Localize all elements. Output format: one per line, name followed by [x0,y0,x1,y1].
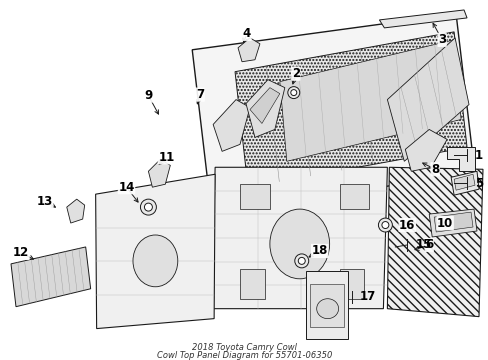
Polygon shape [238,38,260,62]
Bar [240,184,269,209]
Ellipse shape [133,235,178,287]
Text: 12: 12 [13,246,29,260]
Ellipse shape [316,299,338,319]
Polygon shape [235,32,466,187]
Polygon shape [450,171,478,195]
Text: 10: 10 [436,217,452,230]
Text: 1: 1 [474,149,482,162]
Circle shape [381,221,388,229]
Polygon shape [379,10,466,28]
Text: 9: 9 [144,89,152,102]
Circle shape [287,87,299,99]
Circle shape [294,254,308,268]
Bar [339,269,364,299]
Text: 6: 6 [424,238,432,251]
Text: 16: 16 [398,219,415,231]
Text: 2018 Toyota Camry Cowl: 2018 Toyota Camry Cowl [192,343,296,352]
Circle shape [144,203,152,211]
Polygon shape [67,199,84,223]
Polygon shape [386,38,468,161]
Ellipse shape [269,209,329,279]
Text: 15: 15 [414,238,431,251]
Polygon shape [213,100,249,151]
Bar [240,269,264,299]
Text: 14: 14 [118,181,134,194]
Text: 13: 13 [37,195,53,208]
Text: Cowl Top Panel Diagram for 55701-06350: Cowl Top Panel Diagram for 55701-06350 [157,351,331,360]
Polygon shape [279,40,460,161]
Polygon shape [405,130,446,171]
Polygon shape [245,80,284,138]
Polygon shape [428,209,476,237]
Polygon shape [96,174,215,329]
Text: 7: 7 [196,88,204,101]
Bar [339,184,369,209]
Polygon shape [446,147,474,171]
Text: 8: 8 [430,163,438,176]
Polygon shape [192,14,474,210]
Text: 5: 5 [474,177,482,190]
Polygon shape [249,87,279,123]
Polygon shape [148,159,170,187]
Text: 2: 2 [291,67,299,80]
Polygon shape [305,271,347,338]
Polygon shape [11,247,90,307]
Circle shape [140,199,156,215]
Text: 17: 17 [359,290,375,303]
Polygon shape [433,212,472,232]
Circle shape [378,218,391,232]
Text: 3: 3 [437,33,446,46]
Polygon shape [309,284,343,327]
Text: 11: 11 [158,151,174,164]
Polygon shape [386,167,482,317]
Polygon shape [453,174,474,190]
Circle shape [290,90,296,96]
Circle shape [298,257,305,264]
Polygon shape [212,167,386,309]
Text: 4: 4 [243,27,251,40]
Text: 18: 18 [311,244,327,257]
